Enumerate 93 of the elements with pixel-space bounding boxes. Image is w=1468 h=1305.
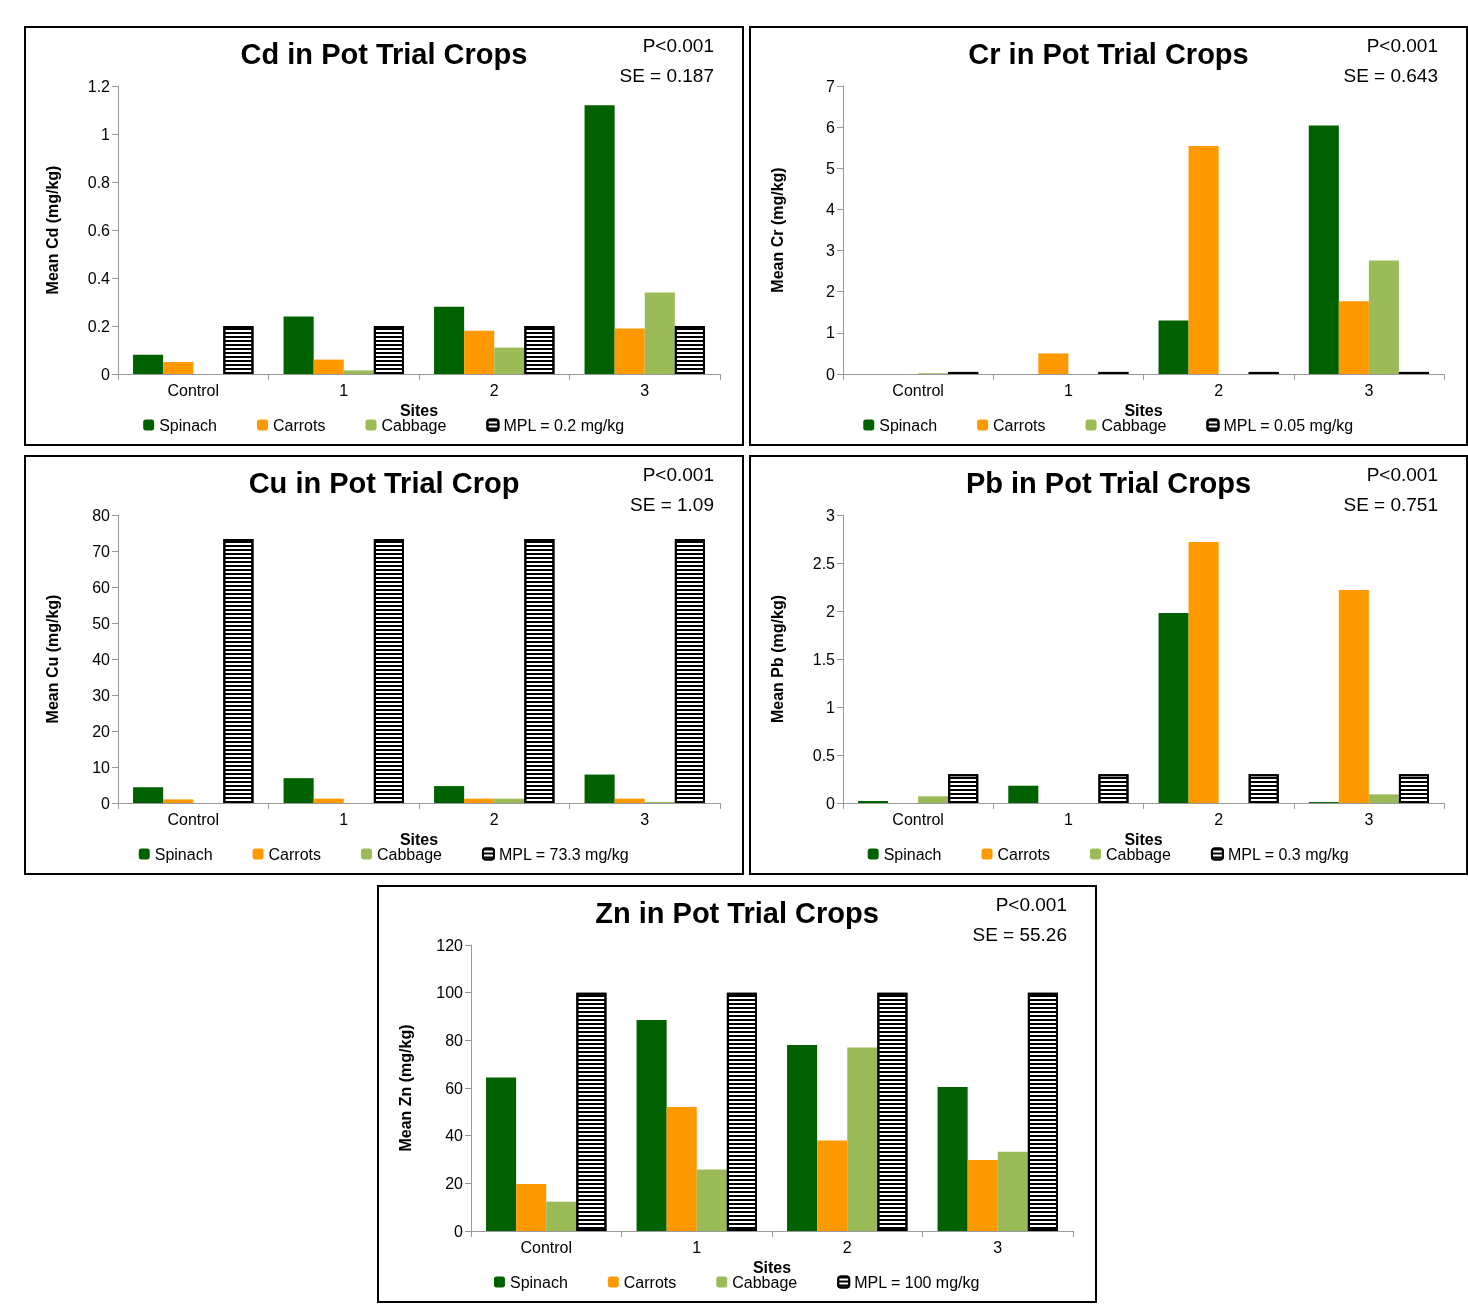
y-tick-label: 0.6 [87, 221, 111, 239]
legend-label: MPL = 0.05 mg/kg [1223, 416, 1354, 434]
x-tick-label: Control [892, 381, 944, 399]
text: P<0.001 [1366, 35, 1439, 56]
y-tick-label: 0 [454, 1222, 464, 1240]
text: SE = 0.751 [1343, 494, 1438, 515]
x-tick-label: 2 [1214, 810, 1224, 828]
y-tick-label: 0.5 [812, 746, 836, 764]
text: SE = 0.187 [619, 65, 714, 86]
legend-label: Spinach [509, 1273, 568, 1291]
y-tick-label: 0 [826, 794, 836, 812]
y-tick-label: 3 [826, 242, 836, 260]
y-tick-label: 3 [826, 506, 836, 524]
y-axis-title: Mean Cd (mg/kg) [43, 165, 61, 295]
text: P<0.001 [1366, 464, 1439, 485]
chart-title: Cd in Pot Trial Crops [240, 37, 528, 70]
y-tick-label: 40 [445, 1127, 464, 1145]
y-axis-title: Mean Zn (mg/kg) [396, 1024, 414, 1152]
legend-label: MPL = 73.3 mg/kg [498, 845, 629, 863]
y-tick-label: 6 [826, 118, 836, 136]
legend-label: Spinach [159, 416, 218, 434]
y-tick-label: 4 [826, 200, 836, 218]
y-axis-title: Mean Cu (mg/kg) [43, 594, 61, 724]
legend-label: Spinach [879, 416, 938, 434]
x-tick-label: 2 [842, 1238, 852, 1256]
y-tick-label: 20 [92, 722, 111, 740]
legend-label: Spinach [154, 845, 213, 863]
legend-label: MPL = 0.3 mg/kg [1227, 845, 1349, 863]
x-tick-label: Control [892, 810, 944, 828]
y-axis-title: Mean Cr (mg/kg) [768, 167, 786, 293]
text: SE = 0.643 [1343, 65, 1438, 86]
legend-label: Carrots [997, 845, 1050, 863]
text: SE = 1.09 [630, 494, 715, 515]
y-tick-label: 2 [826, 283, 836, 301]
x-tick-label: 1 [1063, 381, 1073, 399]
y-tick-label: 0 [826, 365, 836, 383]
y-tick-label: 1 [826, 698, 836, 716]
chart-title: Zn in Pot Trial Crops [595, 896, 879, 929]
x-tick-label: 2 [1214, 381, 1224, 399]
y-tick-label: 40 [92, 650, 111, 668]
text: P<0.001 [642, 464, 715, 485]
y-tick-label: 0.4 [87, 269, 111, 287]
y-tick-label: 0.8 [87, 173, 111, 191]
y-tick-label: 2.5 [812, 554, 836, 572]
x-tick-label: 3 [1364, 810, 1374, 828]
x-tick-label: 3 [640, 381, 650, 399]
x-tick-label: Control [167, 810, 220, 828]
y-tick-label: 10 [92, 758, 111, 776]
y-tick-label: 80 [445, 1031, 464, 1049]
y-tick-label: 1.5 [812, 650, 836, 668]
y-tick-label: 20 [445, 1174, 464, 1192]
legend-label: MPL = 100 mg/kg [854, 1273, 980, 1291]
x-tick-label: 2 [489, 810, 499, 828]
y-tick-label: 1 [101, 125, 111, 143]
y-tick-label: 30 [92, 686, 111, 704]
y-tick-label: 1.2 [87, 77, 111, 95]
y-tick-label: 2 [826, 602, 836, 620]
x-tick-label: 3 [993, 1238, 1003, 1256]
y-axis-title: Mean Pb (mg/kg) [768, 594, 786, 724]
x-tick-label: Control [167, 381, 220, 399]
y-tick-label: 60 [92, 578, 111, 596]
x-tick-label: 1 [692, 1238, 702, 1256]
y-tick-label: 120 [436, 936, 464, 954]
y-tick-label: 60 [445, 1079, 464, 1097]
legend-label: Carrots [268, 845, 322, 863]
x-tick-label: 1 [339, 810, 349, 828]
legend-label: Carrots [623, 1273, 677, 1291]
y-tick-label: 100 [436, 984, 464, 1002]
text: SE = 55.26 [972, 924, 1067, 945]
text: P<0.001 [995, 894, 1068, 915]
legend-label: MPL = 0.2 mg/kg [503, 416, 625, 434]
y-tick-label: 5 [826, 159, 836, 177]
y-tick-label: 1 [826, 324, 836, 342]
y-tick-label: 80 [92, 506, 111, 524]
text: P<0.001 [642, 35, 715, 56]
x-tick-label: 1 [339, 381, 349, 399]
y-tick-label: 7 [826, 77, 836, 95]
chart-title: Cu in Pot Trial Crop [248, 466, 520, 499]
x-tick-label: Control [520, 1238, 573, 1256]
chart-title: Pb in Pot Trial Crops [965, 466, 1252, 499]
x-tick-label: 1 [1063, 810, 1073, 828]
y-tick-label: 70 [92, 542, 111, 560]
chart-title: Cr in Pot Trial Crops [968, 37, 1249, 70]
x-tick-label: 3 [640, 810, 650, 828]
y-tick-label: 0 [101, 794, 111, 812]
legend-label: Carrots [273, 416, 326, 434]
legend-label: Spinach [883, 845, 942, 863]
y-tick-label: 0 [101, 365, 111, 383]
legend-label: Carrots [993, 416, 1046, 434]
y-tick-label: 0.2 [87, 317, 111, 335]
x-tick-label: 2 [489, 381, 499, 399]
y-tick-label: 50 [92, 614, 111, 632]
x-tick-label: 3 [1364, 381, 1374, 399]
